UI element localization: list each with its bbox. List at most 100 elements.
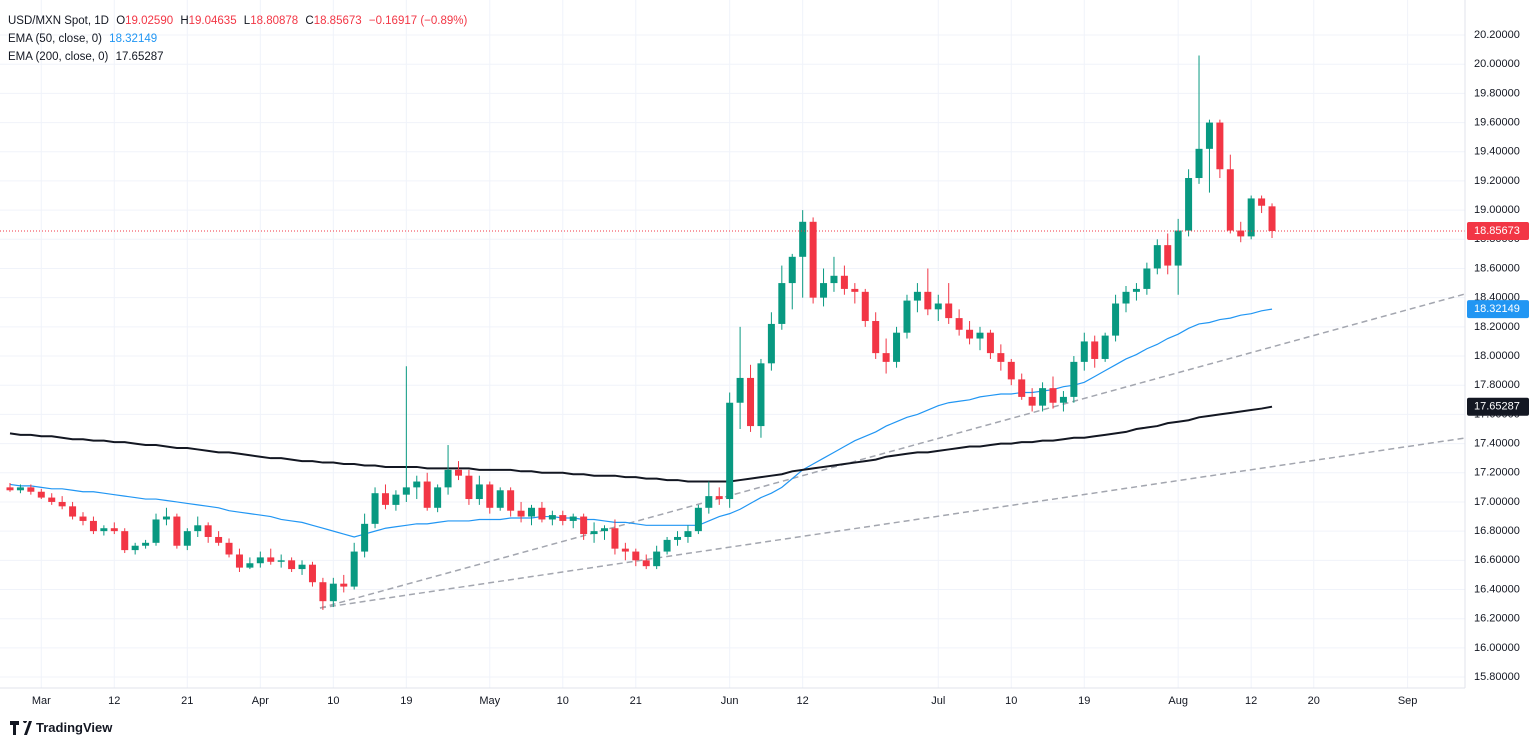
candle-body: [298, 564, 306, 570]
ema-line: [9, 308, 1273, 538]
x-tick-label: 20: [1308, 695, 1320, 707]
candle-body: [1205, 122, 1213, 149]
candle-body: [820, 283, 828, 298]
ohlc-value: 19.02590: [125, 15, 174, 27]
x-tick-label: Jun: [721, 695, 739, 707]
x-tick-label: 10: [327, 695, 339, 707]
y-tick-label: 19.80000: [1474, 87, 1520, 99]
candle-body: [736, 377, 744, 403]
candle-body: [402, 487, 410, 495]
candle-body: [966, 329, 974, 339]
candle-body: [340, 583, 348, 587]
candle-body: [1174, 230, 1182, 266]
ema-row: EMA (50, close, 0) 18.32149: [8, 30, 467, 48]
candle-body: [1237, 230, 1245, 237]
candle-body: [528, 507, 535, 517]
candle-body: [1143, 268, 1151, 289]
x-tick-label: 12: [108, 695, 120, 707]
y-tick-label: 18.60000: [1474, 262, 1520, 274]
candle-body: [882, 353, 890, 362]
x-tick-label: May: [479, 695, 500, 707]
candle-body: [1226, 169, 1234, 231]
candle-body: [653, 551, 661, 567]
ema-value: 17.65287: [115, 51, 164, 63]
y-tick-label: 17.00000: [1474, 496, 1520, 508]
x-tick-label: 19: [1078, 695, 1090, 707]
candle-body: [1049, 388, 1057, 403]
candle-body: [16, 487, 24, 491]
candle-body: [726, 402, 734, 500]
candle-body: [454, 469, 462, 476]
y-tick-label: 17.20000: [1474, 467, 1520, 479]
y-tick-label: 16.20000: [1474, 613, 1520, 625]
x-tick-label: 10: [557, 695, 569, 707]
candle-body: [267, 557, 275, 562]
y-tick-label: 17.80000: [1474, 379, 1520, 391]
candle-body: [194, 525, 202, 532]
candle-body: [381, 493, 389, 505]
candle-body: [903, 300, 911, 333]
candle-body: [705, 496, 713, 508]
candle-body: [799, 221, 807, 257]
price-label-box: [1467, 300, 1529, 319]
candle-body: [413, 481, 421, 488]
candle-body: [246, 563, 254, 568]
candle-body: [235, 554, 243, 568]
ohlc-value: 19.04635: [188, 15, 237, 27]
candle-body: [694, 507, 702, 532]
candle-body: [89, 520, 97, 532]
candle-body: [319, 582, 327, 602]
branding-text: TradingView: [36, 720, 113, 735]
candle-body: [308, 564, 316, 583]
price-label: 17.65287: [1474, 401, 1520, 413]
ohlc-key: L: [243, 15, 251, 27]
ema-row: EMA (200, close, 0) 17.65287: [8, 48, 467, 66]
y-tick-label: 19.40000: [1474, 146, 1520, 158]
candle-body: [507, 490, 515, 511]
candle-body: [840, 275, 848, 289]
candle-body: [100, 528, 108, 532]
candle-body: [6, 487, 14, 491]
candle-body: [110, 528, 118, 532]
candle-body: [173, 516, 181, 546]
ohlc-key: C: [305, 15, 314, 27]
candle-body: [674, 536, 682, 540]
trendlines: [319, 293, 1466, 609]
price-label: 18.32149: [1474, 303, 1520, 315]
candle-body: [517, 510, 525, 517]
candle-body: [788, 256, 796, 284]
candle-body: [162, 516, 170, 520]
candle-body: [1018, 379, 1026, 397]
candle-body: [1028, 396, 1036, 406]
candle-body: [486, 484, 494, 508]
candle-body: [955, 318, 963, 330]
candle-body: [872, 321, 880, 354]
ohlc-key: H: [180, 15, 189, 27]
candle-body: [256, 557, 264, 564]
candle-body: [548, 515, 556, 520]
candle-body: [893, 332, 901, 362]
candle-body: [1101, 335, 1109, 359]
candle-body: [590, 531, 598, 535]
candle-body: [444, 469, 452, 488]
candle-body: [830, 275, 838, 284]
candle-body: [715, 496, 723, 500]
candle-body: [392, 494, 400, 505]
candle-body: [475, 484, 483, 500]
x-tick-label: 21: [181, 695, 193, 707]
logo-icon: [10, 720, 32, 735]
trendline: [319, 293, 1466, 609]
candle-body: [215, 536, 223, 543]
y-tick-label: 18.00000: [1474, 350, 1520, 362]
candle-body: [1039, 388, 1047, 406]
x-tick-label: Apr: [252, 695, 269, 707]
candle-body: [621, 548, 629, 552]
candle-body: [611, 528, 619, 549]
candle-body: [361, 523, 369, 552]
candle-body: [663, 539, 671, 552]
x-tick-label: 10: [1005, 695, 1017, 707]
y-tick-label: 16.80000: [1474, 525, 1520, 537]
candle-body: [861, 291, 869, 322]
ema-line: [9, 405, 1273, 483]
